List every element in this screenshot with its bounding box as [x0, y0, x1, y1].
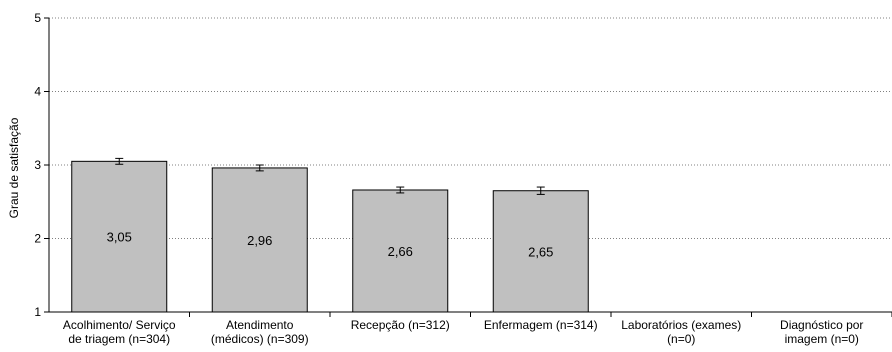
y-tick-label: 4	[34, 85, 41, 99]
y-tick-label: 3	[34, 158, 41, 172]
bar-value-label: 2,66	[388, 244, 413, 259]
bars: 3,05 2,96 2,66 2,65	[71, 157, 589, 313]
bar-value-label: 2,65	[528, 244, 553, 259]
grid-lines	[49, 17, 892, 239]
x-axis: Acolhimento/ Serviço de triagem (n=304) At…	[49, 311, 892, 346]
x-category-label: Atendimento (médicos) (n=309)	[211, 318, 309, 346]
y-tick-label: 1	[34, 305, 41, 319]
bar	[492, 190, 589, 313]
bar	[211, 167, 308, 313]
x-category-label: Laboratórios (exames) (n=0)	[621, 318, 741, 346]
x-category-label: Enfermagem (n=314)	[484, 318, 598, 332]
y-tick-label: 5	[34, 11, 41, 25]
y-tick-label: 2	[34, 232, 41, 246]
x-category-label: Acolhimento/ Serviço de triagem (n=304)	[63, 318, 176, 346]
bar-value-label: 3,05	[107, 230, 132, 245]
y-axis-title: Grau de satisfação	[7, 117, 21, 218]
x-category-label: Diagnóstico por imagem (n=0)	[780, 318, 863, 346]
bar-value-label: 2,96	[247, 233, 272, 248]
y-axis: 1 2 3 4 5	[34, 11, 50, 319]
x-category-label: Recepção (n=312)	[351, 318, 450, 332]
